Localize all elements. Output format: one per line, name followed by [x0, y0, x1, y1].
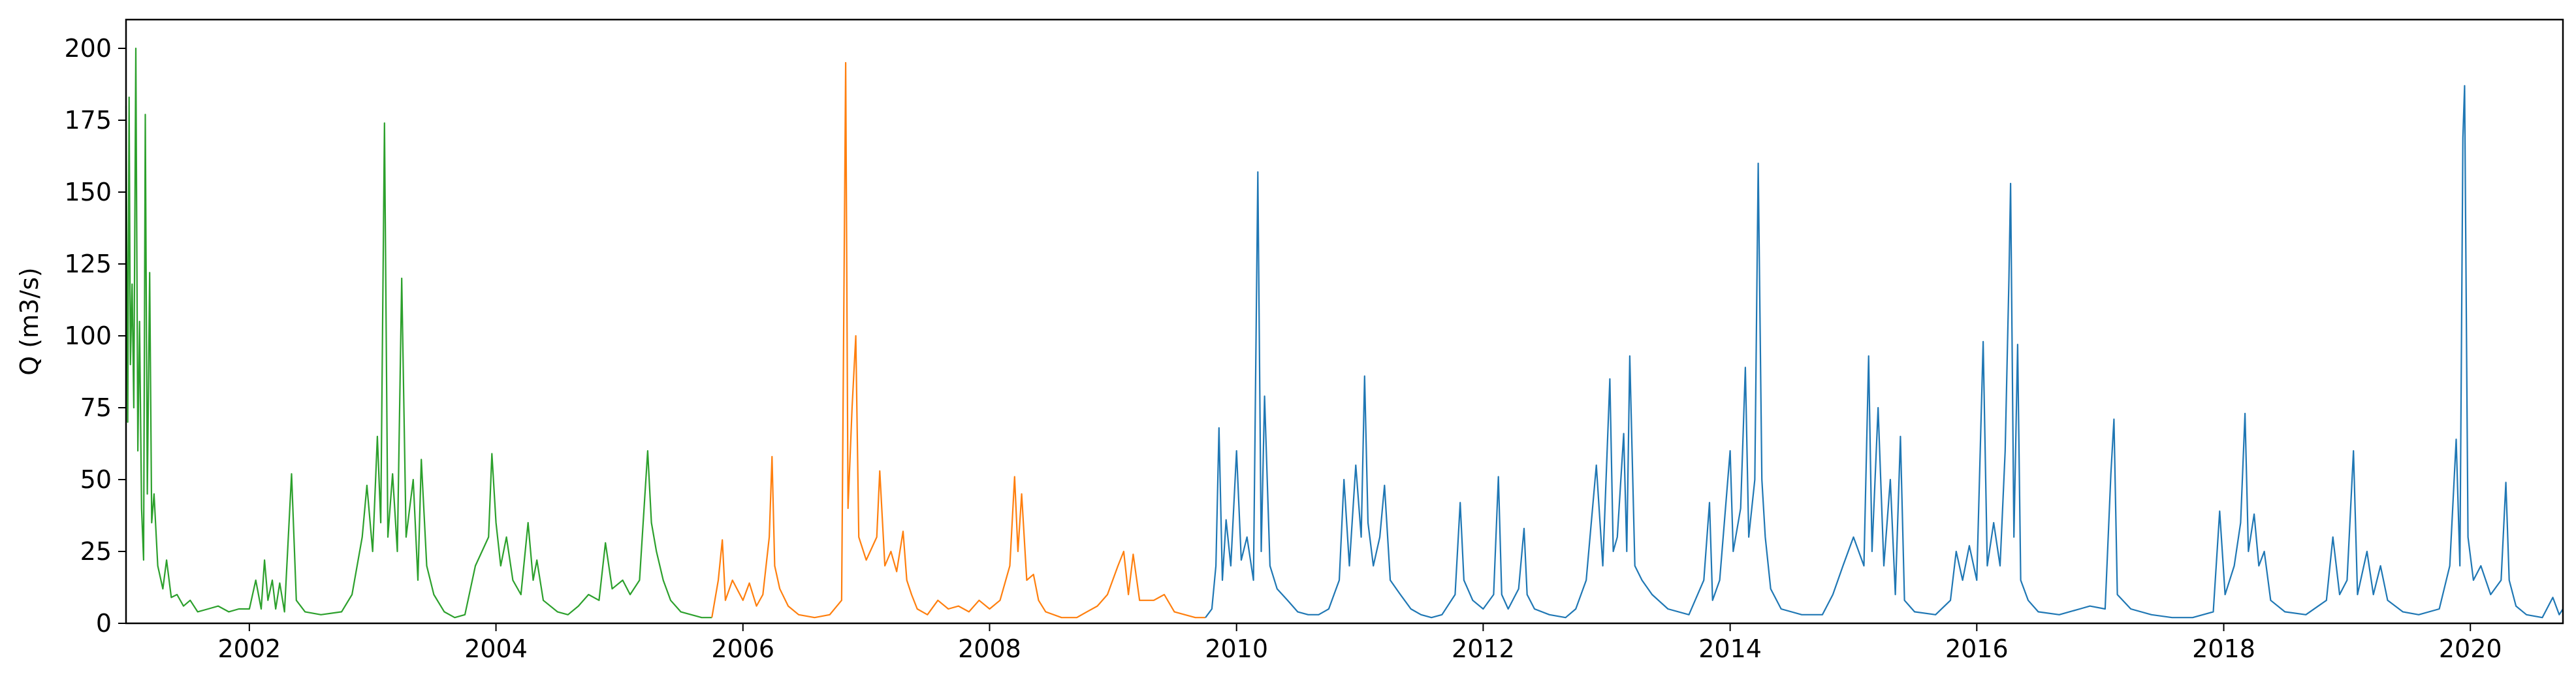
y-tick-label: 100: [64, 321, 112, 350]
x-tick-label: 2008: [958, 634, 1021, 663]
plot-frame: [125, 18, 2564, 625]
x-tick-label: 2014: [1698, 634, 1762, 663]
y-tick-label: 0: [96, 609, 112, 638]
y-tick-label: 175: [64, 106, 112, 135]
x-tick-label: 2002: [217, 634, 281, 663]
y-tick-label: 50: [80, 465, 112, 494]
x-tick-label: 2016: [1945, 634, 2009, 663]
x-tick-label: 2006: [711, 634, 774, 663]
series-line-3: [1205, 85, 2564, 619]
x-tick-label: 2004: [464, 634, 528, 663]
x-tick-label: 2010: [1205, 634, 1268, 663]
x-tick-label: 2018: [2192, 634, 2255, 663]
x-tick-label: 2020: [2439, 634, 2502, 663]
series-line-2: [711, 61, 1206, 619]
y-tick-label: 150: [64, 178, 112, 206]
series-line-1: [125, 47, 712, 619]
y-tick-label: 25: [80, 537, 112, 566]
y-tick-label: 125: [64, 250, 112, 278]
y-axis: 0 25 50 75 100 125 150 175 200: [64, 34, 126, 638]
series-layer: [125, 47, 2564, 619]
y-tick-label: 75: [80, 393, 112, 422]
y-tick-label: 200: [64, 34, 112, 63]
x-tick-label: 2012: [1452, 634, 1515, 663]
x-axis: 2002 2004 2006 2008 2010 2012 2014 2016 2018 2020: [217, 623, 2502, 663]
y-axis-label: Q (m3/s): [15, 267, 44, 375]
